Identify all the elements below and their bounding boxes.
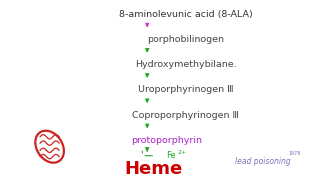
Text: protoporphyrin: protoporphyrin [131, 136, 202, 145]
Text: lead poisoning: lead poisoning [235, 157, 290, 166]
Text: Uroporphyrinogen Ⅲ: Uroporphyrinogen Ⅲ [138, 86, 233, 94]
Text: 1978: 1978 [288, 151, 300, 156]
Text: Hydroxymethybilane.: Hydroxymethybilane. [135, 60, 236, 69]
Text: Coproporphyrinogen Ⅲ: Coproporphyrinogen Ⅲ [132, 111, 239, 120]
Text: porphobilinogen: porphobilinogen [147, 35, 224, 44]
Text: Heme: Heme [124, 160, 183, 178]
Text: 2+: 2+ [178, 150, 187, 156]
Text: Fe: Fe [166, 151, 176, 160]
Text: 8-aminolevunic acid (8-ALA): 8-aminolevunic acid (8-ALA) [119, 10, 252, 19]
